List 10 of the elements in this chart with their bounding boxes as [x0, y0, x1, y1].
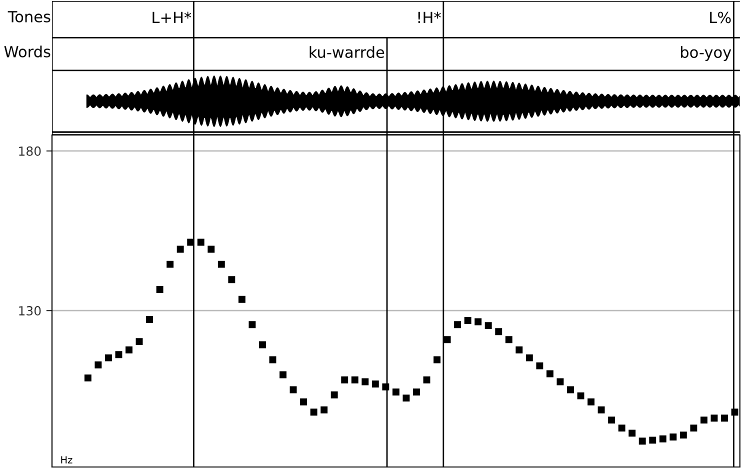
y-axis-title: Hz [61, 456, 72, 464]
text: !H* [418, 12, 441, 24]
text: ku-warrde [310, 46, 384, 58]
text: Words [4, 46, 50, 58]
y-tick-label: 180 [19, 146, 41, 156]
text: L+H* [152, 12, 192, 24]
text: L% [710, 12, 731, 24]
text: Tones [8, 11, 50, 22]
y-tick-label: 130 [19, 306, 41, 316]
text: bo-yoy [681, 46, 732, 61]
